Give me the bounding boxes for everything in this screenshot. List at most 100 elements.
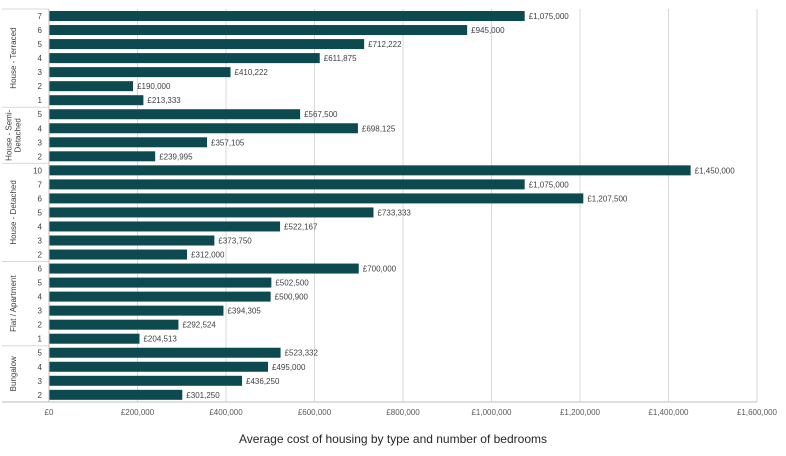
group-label: Bungalow — [9, 356, 18, 391]
bar — [49, 11, 525, 22]
data-label: £436,250 — [246, 377, 280, 386]
bar — [49, 263, 359, 274]
data-label: £500,900 — [275, 293, 309, 302]
bedroom-label: 2 — [38, 251, 43, 260]
data-label: £239,995 — [159, 152, 193, 161]
data-label: £700,000 — [363, 265, 397, 274]
bedroom-label: 10 — [33, 166, 42, 175]
group-label: House - Semi- — [5, 109, 14, 160]
bedroom-label: 2 — [38, 82, 43, 91]
bar — [49, 137, 208, 148]
bedroom-label: 2 — [38, 321, 43, 330]
bar — [49, 123, 358, 134]
group-label: Detached — [14, 118, 23, 152]
bedroom-label: 5 — [38, 110, 43, 119]
bar — [49, 109, 301, 120]
bedroom-label: 5 — [38, 349, 43, 358]
bedroom-label: 4 — [38, 222, 43, 231]
data-label: £945,000 — [471, 26, 505, 35]
data-label: £357,105 — [211, 138, 245, 147]
bar — [49, 39, 365, 50]
data-label: £292,524 — [182, 321, 216, 330]
bedroom-label: 7 — [38, 180, 43, 189]
group-label: House - Detached — [9, 180, 18, 244]
bedroom-label: 3 — [38, 236, 43, 245]
bedroom-label: 6 — [38, 194, 43, 203]
bedroom-label: 6 — [38, 265, 43, 274]
data-label: £190,000 — [137, 82, 171, 91]
bar — [49, 291, 271, 302]
bedroom-label: 1 — [38, 96, 43, 105]
bar — [49, 333, 140, 344]
bar — [49, 165, 691, 176]
bedroom-label: 1 — [38, 335, 43, 344]
bar — [49, 361, 269, 372]
bar — [49, 81, 134, 92]
x-tick-label: £0 — [45, 408, 54, 417]
bar — [49, 347, 281, 358]
bar — [49, 249, 188, 260]
data-label: £495,000 — [272, 363, 306, 372]
bedroom-label: 6 — [38, 26, 43, 35]
data-label: £312,000 — [191, 251, 225, 260]
bar — [49, 95, 144, 106]
data-label: £522,167 — [284, 222, 318, 231]
bedroom-label: 7 — [38, 12, 43, 21]
group-label: House - Terraced — [9, 27, 18, 88]
bedroom-label: 2 — [38, 152, 43, 161]
bedroom-label: 2 — [38, 391, 43, 400]
x-tick-label: £200,000 — [121, 408, 155, 417]
x-tick-label: £1,400,000 — [648, 408, 689, 417]
bar — [49, 375, 243, 386]
bar — [49, 221, 281, 232]
data-label: £213,333 — [147, 96, 181, 105]
bar — [49, 53, 320, 64]
bedroom-label: 5 — [38, 40, 43, 49]
x-tick-label: £1,000,000 — [471, 408, 512, 417]
data-label: £733,333 — [377, 208, 411, 217]
data-label: £1,075,000 — [529, 180, 570, 189]
data-label: £502,500 — [275, 279, 309, 288]
data-label: £567,500 — [304, 110, 338, 119]
bedroom-label: 3 — [38, 68, 43, 77]
chart-title: Average cost of housing by type and numb… — [239, 432, 547, 446]
x-tick-label: £600,000 — [298, 408, 332, 417]
data-label: £1,075,000 — [529, 12, 570, 21]
bedroom-label: 4 — [38, 363, 43, 372]
data-label: £698,125 — [362, 124, 396, 133]
bar — [49, 319, 179, 330]
bar — [49, 193, 584, 204]
data-label: £1,450,000 — [695, 166, 736, 175]
bedroom-label: 5 — [38, 279, 43, 288]
data-label: £410,222 — [235, 68, 269, 77]
bedroom-label: 5 — [38, 208, 43, 217]
bedroom-label: 3 — [38, 307, 43, 316]
bar — [49, 151, 156, 162]
bedroom-label: 4 — [38, 124, 43, 133]
bar — [49, 25, 468, 36]
bedroom-label: 4 — [38, 293, 43, 302]
data-label: £394,305 — [227, 307, 261, 316]
bar — [49, 207, 374, 218]
x-tick-label: £1,200,000 — [560, 408, 601, 417]
bar — [49, 67, 231, 78]
data-label: £204,513 — [143, 335, 177, 344]
data-label: £712,222 — [368, 40, 402, 49]
data-label: £301,250 — [186, 391, 220, 400]
bar — [49, 389, 183, 400]
bedroom-label: 3 — [38, 377, 43, 386]
group-label: Flat / Apartment — [9, 275, 18, 332]
bar — [49, 235, 215, 246]
data-label: £611,875 — [324, 54, 357, 63]
x-tick-label: £400,000 — [209, 408, 243, 417]
bedroom-label: 3 — [38, 138, 43, 147]
data-label: £373,750 — [218, 236, 252, 245]
data-label: £523,332 — [285, 349, 319, 358]
x-tick-label: £800,000 — [386, 408, 420, 417]
bar — [49, 179, 525, 190]
data-label: £1,207,500 — [587, 194, 628, 203]
x-tick-label: £1,600,000 — [737, 408, 778, 417]
bar — [49, 305, 224, 316]
bar — [49, 277, 272, 288]
